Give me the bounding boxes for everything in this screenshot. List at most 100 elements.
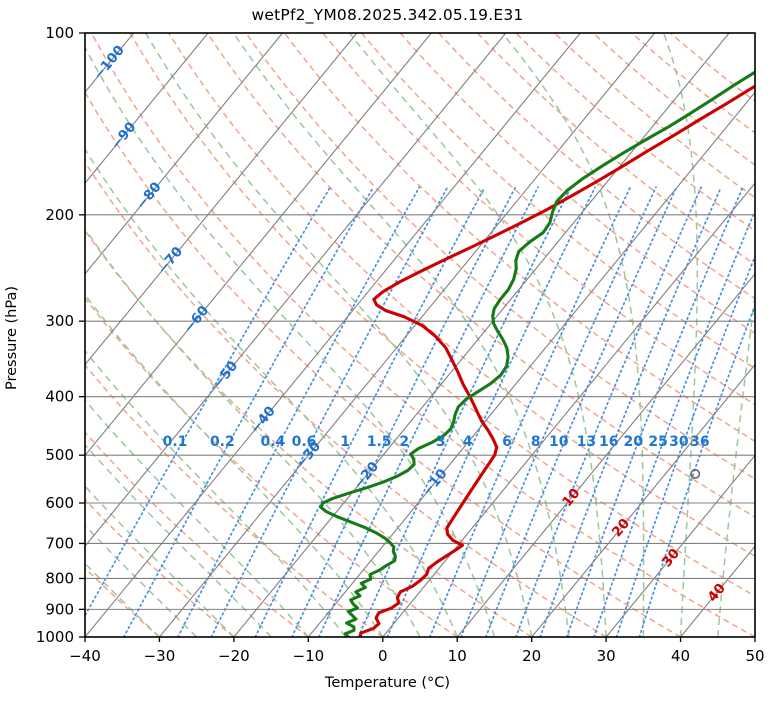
- isotherm-label: −80: [133, 179, 164, 212]
- x-tick-label: 40: [671, 647, 690, 665]
- isotherm-label-warm: 30: [659, 546, 683, 571]
- dry-adiabat: [245, 33, 755, 480]
- isotherm-line: [382, 182, 755, 637]
- isotherm-line: [456, 272, 755, 637]
- mixing-ratio-line: [122, 186, 375, 637]
- isotherm-line: [233, 33, 730, 637]
- lcl-marker: [690, 468, 701, 479]
- mixing-ratio-line: [539, 186, 722, 637]
- svg-text:−20: −20: [351, 459, 382, 492]
- mixing-ratio-line: [85, 186, 332, 618]
- mixing-ratio-label: 6: [502, 434, 512, 450]
- dry-adiabat: [168, 33, 755, 557]
- dry-adiabat: [476, 33, 755, 266]
- y-tick-label: 300: [45, 312, 74, 330]
- dry-adiabat: [85, 363, 384, 637]
- y-tick-label: 700: [45, 534, 74, 552]
- isotherm-line: [85, 33, 283, 275]
- moist-adiabat: [85, 227, 421, 637]
- mixing-ratio-label: 16: [599, 434, 618, 450]
- dry-adiabat: [361, 33, 755, 370]
- y-tick-label: 800: [45, 569, 74, 587]
- page-title: wetPf2_YM08.2025.342.05.19.E31: [251, 6, 524, 24]
- isotherm-line: [159, 33, 656, 637]
- x-tick-label: 10: [448, 647, 467, 665]
- dry-adiabat: [399, 33, 755, 335]
- dry-adiabat: [322, 33, 755, 406]
- mixing-ratio-label: 2: [399, 434, 409, 450]
- moist-adiabat: [85, 485, 235, 637]
- isotherm-label-warm: 40: [705, 580, 729, 605]
- isotherm-label: −90: [108, 119, 139, 152]
- x-tick-label: 30: [597, 647, 616, 665]
- moist-adiabat: [85, 45, 496, 637]
- mixing-ratio-line: [638, 303, 755, 637]
- mixing-ratio-label: 1.5: [367, 434, 392, 450]
- x-axis-label: Temperature (°C): [324, 675, 451, 691]
- isotherm-label: −100: [90, 42, 127, 83]
- moist-adiabat: [349, 33, 607, 637]
- dry-adiabat: [85, 90, 681, 637]
- y-tick-label: 200: [45, 206, 74, 224]
- isotherm-line: [85, 33, 581, 637]
- isotherm-label: −50: [210, 358, 241, 391]
- plot-frame: [84, 32, 756, 638]
- y-axis-label-wrap: Pressure (hPa): [0, 0, 26, 708]
- isotherm-line: [85, 33, 358, 366]
- mixing-ratio-label: 0.6: [292, 434, 317, 450]
- svg-text:40: 40: [705, 580, 729, 605]
- svg-text:−100: −100: [90, 42, 127, 83]
- moist-adiabat: [145, 33, 533, 637]
- dry-adiabat: [283, 33, 755, 443]
- mixing-ratio-label: 8: [531, 434, 541, 450]
- moist-adiabat: [662, 33, 699, 637]
- isotherm-label: −70: [155, 244, 186, 277]
- mixing-ratio-line: [291, 186, 517, 637]
- mixing-ratio-label: 20: [623, 434, 643, 450]
- isotherm-label: −40: [247, 403, 278, 436]
- mixing-ratio-label: 3: [436, 434, 446, 450]
- x-tick-label: 0: [378, 647, 388, 665]
- moist-adiabat: [85, 398, 309, 637]
- mixing-ratio-label: 4: [463, 434, 473, 450]
- mixing-ratio-line: [318, 186, 539, 637]
- mixing-ratio-label: 25: [648, 434, 667, 450]
- x-tick-label: −20: [218, 647, 250, 665]
- mixing-ratio-line: [386, 186, 596, 637]
- mixing-ratio-label: 13: [577, 434, 596, 450]
- svg-text:10: 10: [559, 485, 583, 510]
- y-tick-label: 100: [45, 24, 74, 42]
- dry-adiabat: [515, 33, 755, 232]
- isotherm-line: [754, 636, 755, 637]
- mixing-ratio-line: [428, 186, 632, 637]
- mixing-ratio-label: 0.2: [210, 434, 235, 450]
- mixing-ratio-label: 36: [690, 434, 709, 450]
- y-tick-label: 900: [45, 600, 74, 618]
- mixing-ratio-line: [460, 186, 657, 637]
- svg-text:−90: −90: [108, 119, 139, 152]
- mixing-ratio-line: [357, 186, 572, 637]
- x-tick-label: 50: [745, 647, 764, 665]
- moist-adiabat: [85, 349, 347, 637]
- y-tick-label: 500: [45, 446, 74, 464]
- y-axis-label: Pressure (hPa): [4, 286, 20, 391]
- mixing-ratio-line: [515, 186, 703, 637]
- mixing-ratio-line: [615, 254, 755, 637]
- dry-adiabat: [90, 33, 755, 637]
- mixing-ratio-line: [485, 186, 678, 637]
- svg-text:30: 30: [659, 546, 683, 571]
- moist-adiabat: [85, 562, 160, 637]
- isotherm-line: [531, 363, 755, 637]
- dry-adiabat: [554, 33, 755, 199]
- mixing-ratio-label: 1: [340, 434, 350, 450]
- isotherm-label-warm: 20: [609, 516, 633, 541]
- isotherm-label: −20: [351, 459, 382, 492]
- plot-interior: −100−90−80−70−60−50−40−30−20 −10 102030400…: [85, 33, 755, 637]
- x-tick-label: −40: [69, 647, 101, 665]
- dry-adiabat: [85, 566, 160, 637]
- svg-text:−40: −40: [247, 403, 278, 436]
- dry-adiabat: [85, 296, 458, 637]
- moist-adiabat: [85, 293, 384, 637]
